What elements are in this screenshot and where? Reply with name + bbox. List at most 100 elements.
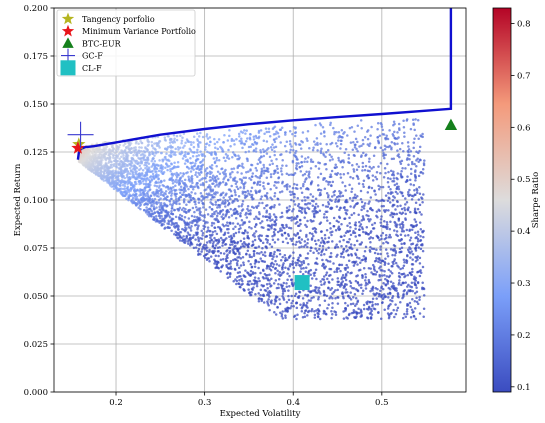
portfolio-point bbox=[388, 201, 392, 204]
portfolio-point bbox=[146, 192, 149, 196]
portfolio-point bbox=[397, 136, 400, 139]
portfolio-point bbox=[315, 210, 319, 214]
portfolio-point bbox=[232, 208, 235, 212]
portfolio-point bbox=[285, 282, 288, 285]
portfolio-point bbox=[354, 227, 357, 231]
portfolio-point bbox=[272, 213, 276, 216]
portfolio-point bbox=[377, 184, 380, 188]
portfolio-point bbox=[391, 215, 395, 219]
portfolio-point bbox=[200, 237, 204, 241]
portfolio-point bbox=[165, 148, 169, 152]
portfolio-point bbox=[361, 138, 365, 142]
portfolio-point bbox=[211, 245, 215, 248]
portfolio-point bbox=[418, 145, 422, 149]
portfolio-point bbox=[268, 135, 272, 138]
portfolio-point bbox=[288, 284, 291, 288]
portfolio-point bbox=[196, 165, 200, 168]
portfolio-point bbox=[333, 270, 336, 274]
portfolio-point bbox=[102, 171, 106, 175]
portfolio-point bbox=[336, 277, 340, 280]
portfolio-point bbox=[414, 220, 418, 223]
portfolio-point bbox=[330, 184, 333, 187]
portfolio-point bbox=[221, 244, 224, 247]
portfolio-point bbox=[215, 165, 218, 168]
portfolio-point bbox=[355, 147, 358, 151]
portfolio-point bbox=[373, 189, 376, 193]
portfolio-point bbox=[113, 159, 116, 163]
portfolio-point bbox=[383, 156, 386, 160]
portfolio-point bbox=[398, 279, 401, 282]
portfolio-point bbox=[227, 157, 231, 160]
portfolio-point bbox=[258, 176, 261, 180]
portfolio-point bbox=[90, 156, 94, 160]
portfolio-point bbox=[272, 206, 276, 209]
portfolio-point bbox=[221, 238, 224, 242]
portfolio-point bbox=[295, 317, 298, 321]
portfolio-point bbox=[392, 157, 396, 161]
portfolio-point bbox=[418, 262, 422, 265]
portfolio-point bbox=[226, 203, 230, 207]
portfolio-point bbox=[285, 237, 288, 240]
portfolio-point bbox=[352, 308, 356, 312]
portfolio-point bbox=[295, 240, 298, 244]
portfolio-point bbox=[389, 214, 392, 217]
portfolio-point bbox=[145, 206, 148, 209]
portfolio-point bbox=[354, 137, 358, 141]
portfolio-point bbox=[386, 292, 390, 296]
portfolio-point bbox=[242, 221, 245, 224]
portfolio-point bbox=[284, 133, 287, 136]
portfolio-point bbox=[247, 150, 251, 153]
portfolio-point bbox=[400, 230, 404, 233]
portfolio-point bbox=[232, 212, 236, 215]
portfolio-point bbox=[285, 206, 289, 210]
portfolio-point bbox=[212, 182, 215, 185]
portfolio-point bbox=[136, 188, 139, 191]
portfolio-point bbox=[242, 261, 245, 264]
portfolio-point bbox=[309, 246, 313, 249]
portfolio-point bbox=[266, 218, 269, 222]
portfolio-point bbox=[116, 172, 119, 175]
portfolio-point bbox=[269, 264, 273, 268]
portfolio-point bbox=[190, 174, 194, 178]
portfolio-point bbox=[162, 218, 166, 221]
portfolio-point bbox=[197, 238, 200, 241]
portfolio-point bbox=[261, 148, 265, 151]
portfolio-point bbox=[114, 185, 118, 188]
portfolio-point bbox=[120, 160, 123, 163]
portfolio-point bbox=[290, 145, 293, 148]
portfolio-point bbox=[163, 220, 166, 224]
portfolio-point bbox=[137, 142, 140, 145]
portfolio-point bbox=[240, 283, 243, 287]
portfolio-point bbox=[196, 249, 200, 253]
portfolio-point bbox=[321, 258, 324, 262]
portfolio-point bbox=[247, 242, 251, 246]
portfolio-point bbox=[317, 252, 320, 255]
portfolio-point bbox=[261, 253, 265, 256]
portfolio-point bbox=[196, 142, 200, 146]
portfolio-point bbox=[328, 221, 332, 225]
portfolio-point bbox=[378, 256, 381, 260]
portfolio-point bbox=[355, 202, 359, 205]
portfolio-point bbox=[194, 171, 198, 174]
portfolio-point bbox=[274, 271, 277, 275]
portfolio-point bbox=[356, 281, 360, 285]
portfolio-point bbox=[344, 147, 348, 151]
portfolio-point bbox=[272, 255, 275, 258]
portfolio-point bbox=[122, 171, 126, 174]
portfolio-point bbox=[419, 171, 422, 174]
portfolio-point bbox=[155, 185, 159, 188]
portfolio-point bbox=[384, 226, 387, 229]
portfolio-point bbox=[152, 215, 156, 219]
portfolio-point bbox=[125, 153, 129, 157]
portfolio-point bbox=[210, 171, 213, 174]
portfolio-point bbox=[288, 185, 291, 188]
portfolio-point bbox=[291, 263, 294, 266]
portfolio-point bbox=[400, 250, 403, 254]
portfolio-point bbox=[266, 182, 270, 185]
portfolio-point bbox=[170, 173, 173, 176]
portfolio-point bbox=[268, 225, 272, 228]
portfolio-point bbox=[264, 127, 268, 130]
portfolio-point bbox=[328, 255, 332, 259]
portfolio-point bbox=[404, 274, 407, 277]
portfolio-point bbox=[176, 200, 179, 203]
